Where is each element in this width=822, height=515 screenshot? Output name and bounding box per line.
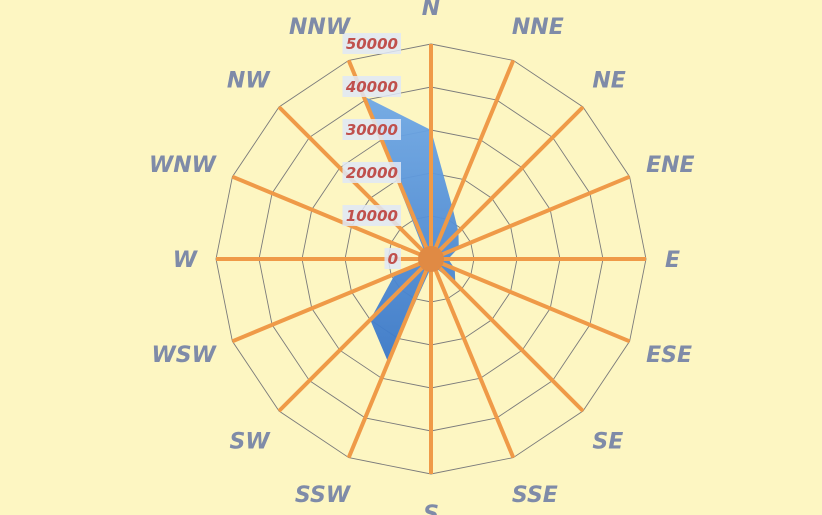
- direction-label-se: SE: [592, 429, 623, 454]
- spoke-sse: [429, 258, 516, 459]
- tick-label-bg-10000: [342, 205, 401, 226]
- center-hub: [418, 246, 444, 272]
- spoke-ne: [429, 105, 585, 261]
- direction-label-ssw: SSW: [295, 483, 352, 508]
- direction-label-e: E: [665, 248, 680, 273]
- tick-label-bg-40000: [342, 76, 401, 97]
- tick-label-bg-50000: [342, 33, 401, 54]
- direction-label-ne: NE: [592, 69, 625, 94]
- spoke-ssw: [346, 258, 433, 459]
- direction-label-wnw: WNW: [149, 153, 218, 178]
- series-area-0: [363, 96, 459, 363]
- direction-label-s: S: [423, 502, 439, 515]
- tick-label-bg-0: [384, 248, 401, 269]
- direction-label-ene: ENE: [646, 153, 694, 178]
- direction-label-nne: NNE: [512, 15, 564, 40]
- direction-label-ese: ESE: [646, 343, 692, 368]
- direction-label-n: N: [422, 0, 440, 21]
- direction-label-nw: NW: [227, 69, 271, 94]
- direction-label-w: W: [173, 248, 199, 273]
- direction-label-nnw: NNW: [289, 15, 352, 40]
- spoke-ese: [430, 257, 631, 344]
- spoke-se: [429, 257, 585, 413]
- tick-label-40000: 40000: [345, 78, 398, 96]
- spoke-wnw: [231, 174, 432, 261]
- tick-label-bg-30000: [342, 119, 401, 140]
- tick-label-0: 0: [388, 250, 398, 268]
- radial-tick-labels: 0 10000 20000 30000 40000 50000: [342, 33, 401, 269]
- direction-label-sw: SW: [229, 429, 271, 454]
- direction-label-wsw: WSW: [152, 343, 218, 368]
- tick-label-50000: 50000: [346, 35, 398, 53]
- spoke-wsw: [231, 257, 432, 344]
- direction-labels: N NNE NE ENE E ESE SE SSE S SSW SW WSW W WNW NW NNW: [149, 0, 695, 515]
- series-area-group: [363, 96, 459, 363]
- direction-label-sse: SSE: [512, 483, 558, 508]
- spoke-sw: [277, 257, 433, 413]
- tick-label-bg-20000: [342, 162, 401, 183]
- tick-label-30000: 30000: [346, 121, 398, 139]
- spoke-ene: [430, 174, 631, 261]
- spoke-nne: [429, 59, 516, 260]
- tick-label-20000: 20000: [346, 164, 398, 182]
- tick-label-10000: 10000: [346, 207, 398, 225]
